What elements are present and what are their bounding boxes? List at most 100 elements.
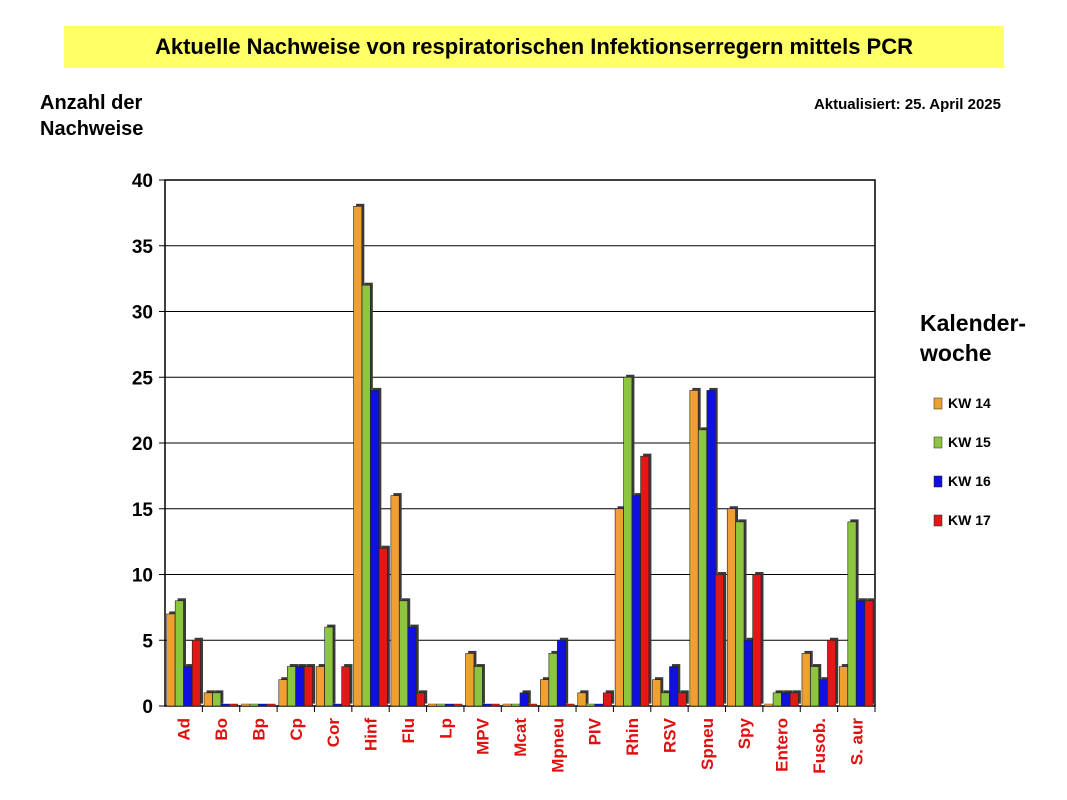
legend-swatch bbox=[933, 475, 943, 488]
bar bbox=[399, 600, 408, 707]
bar bbox=[166, 613, 176, 707]
bar bbox=[764, 703, 774, 707]
bar bbox=[565, 703, 575, 707]
bar bbox=[677, 692, 687, 707]
bar bbox=[689, 390, 699, 707]
bar bbox=[540, 679, 549, 707]
bar bbox=[183, 666, 193, 707]
bar bbox=[249, 703, 259, 707]
bar bbox=[278, 679, 288, 707]
x-tick-label: Flu bbox=[399, 718, 418, 744]
y-tick-label: 0 bbox=[142, 697, 153, 718]
bar bbox=[614, 508, 624, 707]
bar bbox=[502, 703, 512, 707]
legend-swatch bbox=[933, 514, 943, 527]
bar bbox=[436, 703, 446, 707]
bar bbox=[818, 679, 828, 707]
bar bbox=[324, 626, 334, 707]
bar bbox=[586, 703, 595, 707]
bar bbox=[490, 703, 500, 707]
x-tick-label: Bp bbox=[249, 718, 268, 741]
bar bbox=[295, 666, 305, 707]
bar bbox=[266, 703, 276, 707]
legend-label: KW 17 bbox=[948, 512, 991, 528]
x-tick-label: Mpneu bbox=[548, 718, 567, 773]
x-tick-label: PIV bbox=[586, 717, 605, 745]
bar bbox=[698, 429, 707, 707]
x-tick-label: MPV bbox=[474, 717, 493, 755]
bar bbox=[353, 206, 363, 707]
bar bbox=[752, 574, 762, 707]
x-tick-label: Hinf bbox=[362, 718, 381, 751]
x-tick-label: Cor bbox=[324, 718, 343, 748]
bar bbox=[416, 692, 425, 707]
bar bbox=[390, 495, 400, 707]
bar bbox=[220, 703, 230, 707]
x-tick-label: S. aur bbox=[847, 718, 866, 766]
bar bbox=[332, 703, 342, 707]
bar bbox=[839, 666, 848, 707]
bar bbox=[706, 390, 716, 707]
bar bbox=[640, 455, 650, 707]
bar bbox=[743, 639, 753, 707]
bar bbox=[772, 692, 782, 707]
bar bbox=[781, 692, 791, 707]
updated-date: Aktualisiert: 25. April 2025 bbox=[813, 96, 1001, 113]
bar bbox=[557, 639, 566, 707]
bar bbox=[341, 666, 351, 707]
bar bbox=[726, 508, 736, 707]
bar bbox=[789, 692, 799, 707]
bar bbox=[602, 692, 612, 707]
legend-swatch bbox=[933, 397, 943, 410]
y-tick-label: 15 bbox=[132, 500, 154, 521]
x-tick-label: Bo bbox=[212, 718, 231, 741]
bar bbox=[473, 666, 483, 707]
x-tick-label: Mcat bbox=[511, 718, 530, 757]
bar bbox=[370, 390, 380, 707]
bar bbox=[511, 703, 521, 707]
y-tick-label: 40 bbox=[132, 171, 153, 192]
bar bbox=[801, 653, 811, 707]
bar bbox=[303, 666, 313, 707]
bar bbox=[203, 692, 213, 707]
bar bbox=[631, 495, 641, 707]
bar bbox=[453, 703, 463, 707]
x-tick-label: Fusob. bbox=[810, 718, 829, 774]
bar bbox=[482, 703, 492, 707]
bar bbox=[407, 626, 417, 707]
y-tick-label: 20 bbox=[132, 434, 153, 455]
legend-swatch bbox=[933, 436, 943, 449]
x-tick-label: Spneu bbox=[698, 718, 717, 770]
x-tick-label: Entero bbox=[773, 718, 792, 772]
bar bbox=[191, 639, 201, 707]
x-tick-label: Ad bbox=[175, 718, 194, 741]
bar bbox=[428, 703, 437, 707]
bar bbox=[623, 376, 633, 707]
bar bbox=[378, 547, 388, 707]
bar bbox=[528, 703, 538, 707]
y-tick-label: 30 bbox=[132, 303, 153, 324]
bar bbox=[827, 639, 837, 707]
bar bbox=[174, 600, 184, 707]
y-tick-label: 5 bbox=[142, 631, 153, 652]
bar bbox=[715, 574, 724, 707]
y-tick-label: 10 bbox=[132, 566, 153, 587]
legend-label: KW 16 bbox=[948, 473, 991, 489]
bar bbox=[212, 692, 222, 707]
x-tick-label: Cp bbox=[287, 718, 306, 741]
bar bbox=[519, 692, 529, 707]
bar bbox=[810, 666, 820, 707]
bar bbox=[864, 600, 874, 707]
bar bbox=[735, 521, 745, 707]
bar bbox=[229, 703, 239, 707]
bar bbox=[465, 653, 475, 707]
bar bbox=[577, 692, 587, 707]
x-tick-label: Spy bbox=[735, 717, 754, 749]
y-axis-label: Anzahl der Nachweise bbox=[40, 92, 144, 140]
bar bbox=[652, 679, 662, 707]
bar bbox=[548, 653, 558, 707]
legend-label: KW 14 bbox=[948, 395, 991, 411]
bar bbox=[847, 521, 857, 707]
bar bbox=[594, 703, 604, 707]
